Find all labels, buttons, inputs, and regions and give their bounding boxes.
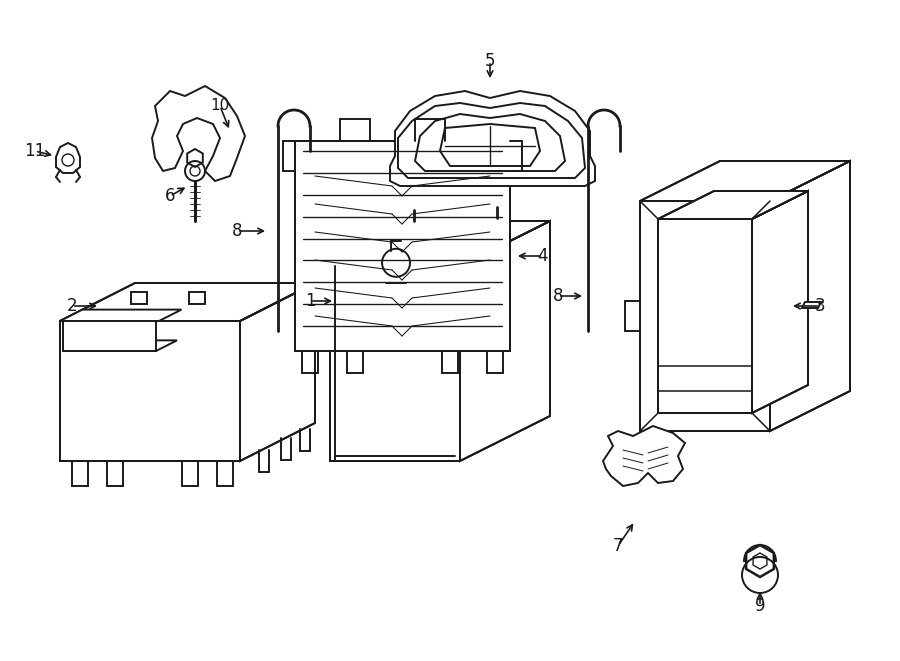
Polygon shape bbox=[625, 301, 640, 331]
Polygon shape bbox=[188, 292, 204, 304]
Polygon shape bbox=[330, 221, 550, 266]
Polygon shape bbox=[752, 191, 808, 413]
Text: 9: 9 bbox=[755, 597, 765, 615]
Polygon shape bbox=[130, 292, 147, 304]
Polygon shape bbox=[60, 309, 182, 321]
Text: 6: 6 bbox=[165, 187, 176, 205]
Polygon shape bbox=[603, 426, 685, 486]
Polygon shape bbox=[460, 221, 550, 461]
Polygon shape bbox=[640, 201, 770, 431]
Polygon shape bbox=[187, 149, 202, 167]
Text: 11: 11 bbox=[24, 142, 46, 160]
Text: 7: 7 bbox=[613, 537, 623, 555]
Text: 10: 10 bbox=[211, 98, 230, 114]
Text: 4: 4 bbox=[538, 247, 548, 265]
Polygon shape bbox=[240, 283, 315, 461]
Polygon shape bbox=[415, 114, 565, 171]
Polygon shape bbox=[398, 103, 585, 178]
Polygon shape bbox=[152, 86, 245, 181]
Polygon shape bbox=[440, 124, 540, 166]
Polygon shape bbox=[770, 161, 850, 431]
Polygon shape bbox=[802, 302, 821, 308]
Polygon shape bbox=[63, 321, 156, 351]
Polygon shape bbox=[658, 191, 808, 219]
Polygon shape bbox=[753, 553, 767, 569]
Polygon shape bbox=[390, 91, 595, 186]
Polygon shape bbox=[746, 545, 774, 577]
Text: 5: 5 bbox=[485, 52, 495, 70]
Text: 8: 8 bbox=[553, 287, 563, 305]
Polygon shape bbox=[330, 266, 460, 461]
Polygon shape bbox=[60, 321, 240, 461]
Polygon shape bbox=[658, 219, 752, 413]
Polygon shape bbox=[56, 143, 80, 173]
Polygon shape bbox=[63, 340, 177, 351]
Polygon shape bbox=[60, 283, 315, 321]
Text: 2: 2 bbox=[67, 297, 77, 315]
Text: 8: 8 bbox=[232, 222, 242, 240]
Polygon shape bbox=[640, 161, 850, 201]
Text: 1: 1 bbox=[305, 292, 315, 310]
Polygon shape bbox=[295, 141, 510, 351]
Text: 3: 3 bbox=[814, 297, 825, 315]
